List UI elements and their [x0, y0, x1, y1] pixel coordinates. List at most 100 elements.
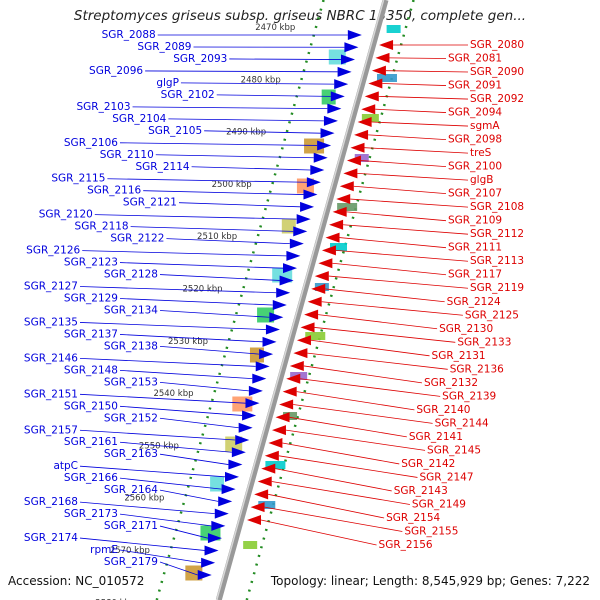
forward-label-leader	[159, 346, 260, 355]
reverse-label-leader	[303, 365, 423, 384]
reverse-label-leader	[278, 455, 418, 478]
reverse-gene-arrow	[304, 309, 319, 320]
forward-gene-label: SGR_2153	[104, 376, 158, 388]
forward-label-leader	[145, 70, 338, 73]
forward-gene-arrow	[231, 447, 246, 458]
forward-label-leader	[168, 118, 324, 122]
feature-block	[305, 332, 326, 340]
forward-gene-label: SGR_2135	[24, 316, 78, 328]
forward-label-leader	[159, 310, 270, 318]
forward-label-leader	[204, 130, 321, 134]
forward-gene-arrow	[320, 128, 335, 139]
feature-block	[281, 218, 296, 234]
reverse-gene-label: SGR_2092	[470, 93, 524, 105]
forward-gene-arrow	[201, 557, 216, 568]
reverse-label-leader	[343, 224, 469, 235]
forward-gene-arrow	[248, 385, 263, 396]
forward-gene-arrow	[283, 263, 298, 274]
reverse-gene-label: SGR_2098	[448, 134, 502, 146]
reverse-gene-label: SGR_2119	[470, 282, 524, 294]
forward-gene-arrow	[269, 312, 284, 323]
reverse-gene-label: SGR_2109	[448, 215, 502, 227]
reverse-gene-label: SGR_2156	[379, 539, 433, 551]
feature-block	[386, 25, 401, 33]
reverse-label-leader	[328, 275, 469, 289]
reverse-label-leader	[321, 301, 463, 316]
forward-label-leader	[159, 561, 198, 576]
reverse-gene-arrow	[375, 52, 390, 63]
forward-gene-label: SGR_2137	[64, 328, 118, 340]
forward-gene-arrow	[238, 422, 253, 433]
reverse-label-leader	[260, 519, 377, 546]
reverse-gene-label: SGR_2100	[448, 161, 502, 173]
kbp-tick-label: 2540 kbp	[153, 389, 193, 399]
forward-label-leader	[159, 489, 219, 502]
reverse-gene-arrow	[286, 373, 301, 384]
reverse-label-leader	[389, 57, 447, 59]
kbp-tick-label: 2570 kbp	[110, 546, 150, 556]
reverse-gene-label: SGR_2149	[412, 498, 466, 510]
forward-gene-arrow	[255, 361, 270, 372]
forward-gene-arrow	[276, 287, 291, 298]
kbp-tick-label: 2500 kbp	[212, 180, 252, 190]
reverse-label-leader	[350, 198, 469, 208]
forward-gene-arrow	[306, 177, 321, 188]
reverse-label-leader	[314, 327, 456, 343]
forward-gene-arrow	[245, 398, 260, 409]
forward-gene-label: SGR_2089	[137, 41, 191, 53]
reverse-label-leader	[282, 442, 400, 465]
reverse-label-leader	[339, 237, 447, 249]
reverse-gene-label: SGR_2117	[448, 269, 502, 281]
forward-gene-arrow	[286, 250, 301, 261]
forward-gene-label: SGR_2150	[64, 400, 118, 412]
reverse-gene-arrow	[289, 360, 304, 371]
forward-gene-label: SGR_2123	[64, 257, 118, 269]
forward-label-leader	[155, 154, 314, 159]
forward-gene-label: SGR_2110	[100, 149, 154, 161]
reverse-gene-arrow	[268, 437, 283, 448]
forward-gene-label: SGR_2115	[51, 173, 105, 185]
reverse-gene-arrow	[336, 194, 351, 205]
feature-block	[258, 501, 276, 509]
forward-gene-arrow	[347, 30, 362, 40]
forward-label-leader	[79, 501, 215, 515]
forward-label-leader	[79, 322, 266, 330]
forward-gene-label: SGR_2102	[161, 89, 215, 101]
reverse-label-leader	[346, 211, 447, 222]
forward-label-leader	[166, 238, 290, 245]
feature-block	[265, 461, 286, 469]
forward-label-leader	[191, 166, 311, 171]
reverse-gene-label: SGR_2130	[439, 323, 493, 335]
forward-gene-label: SGR_2166	[64, 472, 118, 484]
reverse-gene-arrow	[314, 271, 329, 282]
forward-gene-arrow	[221, 484, 236, 495]
forward-label-leader	[79, 465, 226, 478]
genome-summary-label: Topology: linear; Length: 8,545,929 bp; …	[270, 574, 590, 588]
reverse-gene-label: SGR_2147	[419, 471, 473, 483]
reverse-gene-label: SGR_2139	[442, 390, 496, 402]
forward-gene-arrow	[303, 189, 318, 200]
forward-gene-label: SGR_2088	[102, 29, 156, 41]
forward-gene-label: SGR_2096	[89, 65, 143, 77]
forward-label-leader	[229, 58, 342, 60]
forward-gene-arrow	[214, 508, 229, 519]
forward-label-leader	[130, 226, 294, 232]
forward-gene-label: SGR_2105	[148, 125, 202, 137]
forward-label-leader	[119, 262, 284, 269]
forward-label-leader	[79, 393, 246, 404]
forward-label-leader	[159, 417, 239, 429]
forward-gene-label: SGR_2103	[76, 101, 130, 113]
reverse-gene-label: SGR_2140	[416, 404, 470, 416]
forward-gene-arrow	[334, 79, 349, 90]
forward-gene-arrow	[300, 201, 315, 212]
forward-gene-label: SGR_2122	[110, 233, 164, 245]
forward-gene-label: SGR_2171	[104, 520, 158, 532]
reverse-gene-arrow	[368, 78, 383, 89]
reverse-gene-label: SGR_2144	[435, 417, 489, 429]
feature-block	[283, 412, 298, 420]
forward-label-leader	[119, 142, 318, 146]
reverse-gene-arrow	[325, 232, 340, 243]
forward-label-leader	[79, 429, 236, 441]
reverse-gene-arrow	[332, 206, 347, 217]
reverse-label-leader	[307, 352, 448, 370]
